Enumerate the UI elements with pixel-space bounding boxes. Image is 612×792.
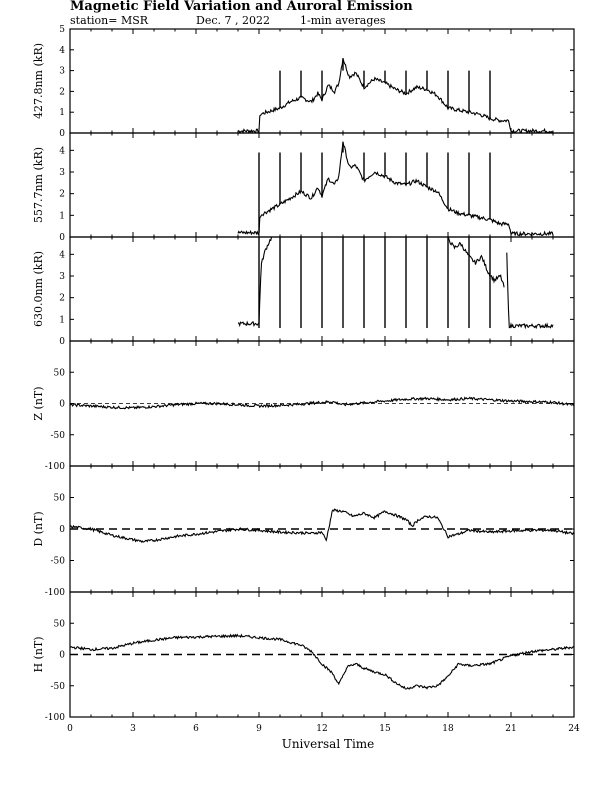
panel-Z: -100 -50 0 50 Z (nT): [32, 340, 575, 472]
series-line-427-0: [237, 58, 554, 135]
series-line-Z-0: [69, 396, 575, 410]
series-line-H-0: [69, 633, 575, 690]
date-label: Dec. 7 , 2022: [196, 14, 270, 27]
panel-557: 0 1 2 3 4 557.7nm (kR): [32, 132, 575, 243]
chart-title: Magnetic Field Variation and Auroral Emi…: [70, 0, 413, 14]
y-axis-label-H: H (nT): [32, 636, 45, 672]
y-tick-label-630: 3: [59, 272, 65, 282]
panel-D: -100 -50 0 50 D (nT): [32, 465, 575, 598]
y-tick-label-557: 1: [59, 211, 65, 221]
y-tick-label-H: -50: [51, 682, 66, 692]
x-tick-label: 0: [67, 724, 73, 734]
y-tick-label-427: 3: [59, 67, 65, 77]
series-line-630-1: [446, 236, 505, 288]
y-tick-label-Z: -100: [45, 462, 65, 472]
y-axis-label-D: D (nT): [32, 511, 45, 546]
x-tick-label: 24: [568, 724, 580, 734]
y-tick-label-Z: 0: [59, 400, 65, 410]
x-axis-label: Universal Time: [282, 737, 375, 751]
x-tick-label: 6: [193, 724, 199, 734]
y-tick-label-Z: 50: [54, 368, 66, 378]
y-axis-label-630: 630.0nm (kR): [32, 251, 45, 327]
y-tick-label-D: 0: [59, 525, 65, 535]
y-tick-label-H: -100: [45, 713, 65, 723]
y-tick-label-630: 0: [59, 337, 65, 347]
y-tick-label-D: -100: [45, 588, 65, 598]
y-tick-label-630: 1: [59, 315, 65, 325]
averaging-label: 1-min averages: [300, 14, 386, 27]
y-tick-label-427: 4: [59, 46, 65, 56]
panel-H: -100 -50 0 50 H (nT): [32, 591, 575, 723]
x-tick-label: 15: [379, 724, 391, 734]
y-tick-label-427: 5: [59, 25, 65, 35]
series-line-D-0: [69, 508, 575, 543]
y-axis-label-427: 427.8nm (kR): [32, 43, 45, 119]
y-tick-label-557: 3: [59, 168, 65, 178]
x-tick-label: 12: [316, 724, 327, 734]
y-tick-label-427: 1: [59, 108, 65, 118]
series-line-630-2: [506, 252, 554, 330]
y-axis-label-Z: Z (nT): [32, 386, 45, 420]
y-tick-label-H: 0: [59, 651, 65, 661]
y-tick-label-Z: -50: [51, 431, 66, 441]
y-tick-label-557: 0: [59, 233, 65, 243]
y-tick-label-630: 2: [59, 294, 65, 304]
series-line-630-0: [237, 236, 273, 328]
x-tick-label: 21: [505, 724, 516, 734]
y-tick-label-557: 4: [59, 146, 65, 156]
station-label: station= MSR: [70, 14, 149, 27]
panel-427: 0 1 2 3 4 5 427.8nm (kR): [32, 25, 575, 139]
y-tick-label-557: 2: [59, 190, 65, 200]
x-tick-label: 3: [130, 724, 136, 734]
y-tick-label-H: 50: [54, 619, 66, 629]
y-tick-label-D: 50: [54, 494, 66, 504]
y-tick-label-427: 2: [59, 87, 65, 97]
y-tick-label-427: 0: [59, 129, 65, 139]
x-tick-label: 18: [442, 724, 454, 734]
panel-630: 0 1 2 3 4 630.0nm (kR): [32, 236, 575, 347]
y-axis-label-557: 557.7nm (kR): [32, 147, 45, 223]
series-line-557-0: [237, 142, 554, 237]
y-tick-label-630: 4: [59, 250, 65, 260]
x-tick-label: 9: [256, 724, 262, 734]
y-tick-label-D: -50: [51, 557, 66, 567]
